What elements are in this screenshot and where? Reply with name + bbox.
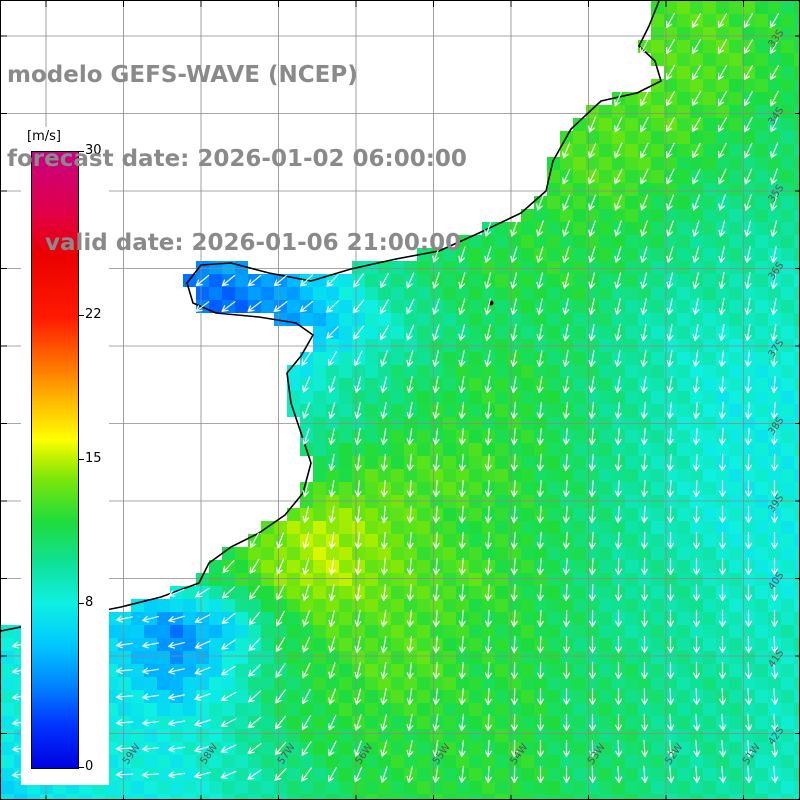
valid-date: valid date: 2026-01-06 21:00:00 bbox=[45, 230, 462, 256]
colorbar-tick-label: 30 bbox=[85, 143, 102, 158]
direction-arrows bbox=[11, 12, 780, 784]
forecast-date: forecast date: 2026-01-02 06:00:00 bbox=[7, 146, 467, 172]
colorbar-gradient bbox=[31, 151, 79, 769]
colorbar-tick-mark bbox=[78, 602, 84, 604]
colorbar-tick-label: 22 bbox=[85, 307, 102, 323]
colorbar-tick-mark bbox=[78, 767, 84, 768]
model-title: modelo GEFS-WAVE (NCEP) bbox=[7, 62, 358, 88]
colorbar-tick-label: 15 bbox=[85, 451, 102, 466]
colorbar-unit-label: [m/s] bbox=[27, 129, 61, 144]
colorbar: [m/s] 30 22 15 8 0 bbox=[21, 127, 109, 785]
colorbar-tick-mark bbox=[78, 315, 84, 317]
colorbar-tick-label: 8 bbox=[85, 594, 94, 610]
colorbar-tick-mark bbox=[78, 459, 84, 460]
title-block: modelo GEFS-WAVE (NCEP) forecast date: 2… bbox=[7, 5, 467, 313]
colorbar-tick-mark bbox=[78, 151, 84, 152]
coastline bbox=[1, 1, 662, 632]
colorbar-tick-label: 0 bbox=[85, 759, 94, 774]
